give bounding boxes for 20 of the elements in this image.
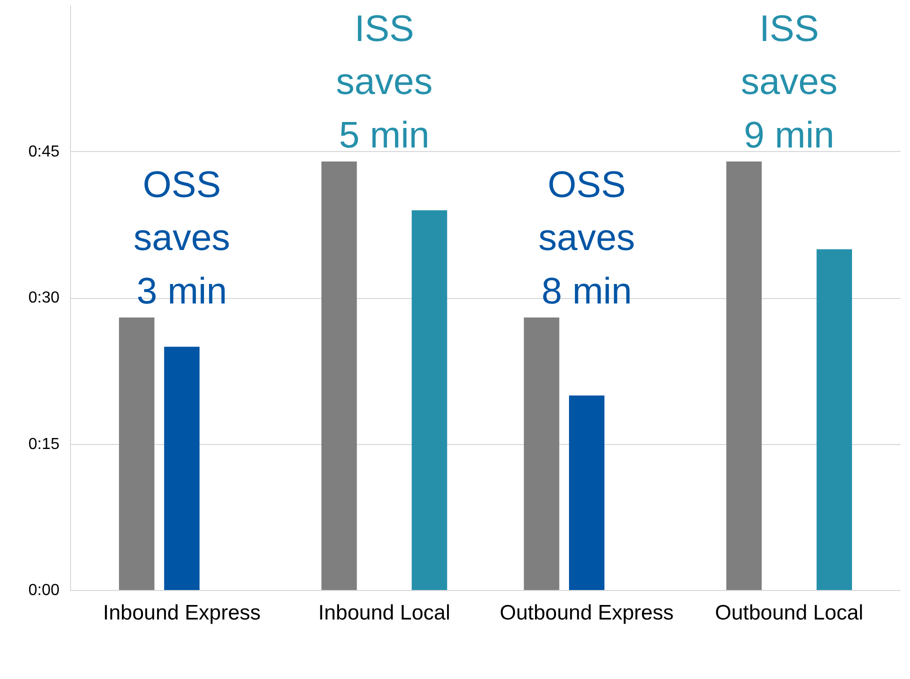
x-tick-label: Outbound Express (500, 602, 674, 624)
annotation: ISS saves 5 min (336, 8, 433, 156)
bar (412, 210, 448, 590)
x-tick-label: Inbound Express (103, 602, 261, 624)
annotation: OSS saves 3 min (134, 164, 230, 312)
bar (164, 346, 200, 590)
x-tick-label: Inbound Local (318, 602, 450, 624)
bar (118, 318, 154, 590)
bar (524, 318, 560, 590)
y-tick-label: 0:15 (28, 436, 60, 453)
bar (816, 249, 852, 590)
y-tick-label: 0:00 (28, 582, 60, 599)
bar (726, 162, 762, 590)
annotation: OSS saves 8 min (538, 164, 636, 312)
x-tick-label: Outbound Local (715, 602, 864, 624)
y-tick-label: 0:30 (28, 290, 60, 306)
y-tick-label: 0:45 (28, 143, 60, 160)
bar (569, 396, 604, 590)
bar (321, 162, 357, 590)
annotation: ISS saves 9 min (740, 8, 838, 156)
